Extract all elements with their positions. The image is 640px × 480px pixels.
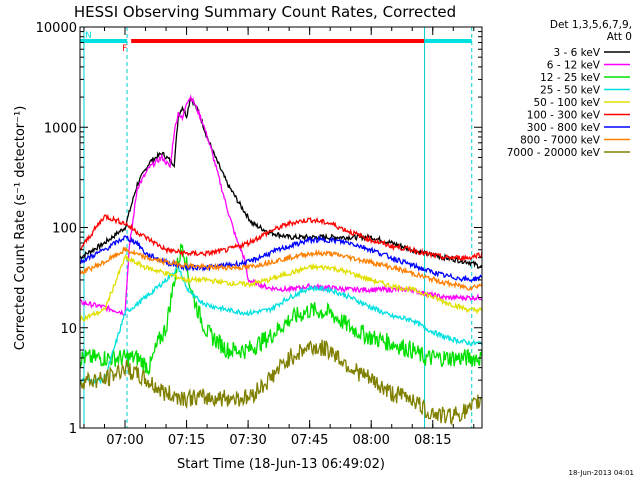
state-bar-label-1: F bbox=[122, 44, 127, 54]
x-tick-label-1: 07:15 bbox=[168, 433, 205, 448]
series-layer bbox=[79, 94, 483, 426]
y-tick-label-4: 10000 bbox=[36, 21, 77, 36]
chart-title: HESSI Observing Summary Count Rates, Cor… bbox=[74, 3, 456, 21]
x-tick-label-3: 07:45 bbox=[291, 433, 328, 448]
series-line-8 bbox=[79, 339, 483, 426]
x-tick-label-4: 08:00 bbox=[352, 433, 389, 448]
legend-label-1: 6 - 12 keV bbox=[547, 60, 601, 72]
y-tick-label-0: 1 bbox=[69, 422, 77, 437]
series-line-7 bbox=[79, 246, 483, 292]
series-line-5 bbox=[79, 213, 483, 262]
legend-label-8: 7000 - 20000 keV bbox=[507, 147, 601, 159]
series-line-3 bbox=[79, 263, 483, 385]
legend-header-detectors: Det 1,3,5,6,7,9, bbox=[550, 19, 632, 31]
y-tick-label-1: 10 bbox=[60, 322, 77, 337]
y-axis-label: Corrected Count Rate (s⁻¹ detector⁻¹) bbox=[13, 106, 28, 351]
legend-label-4: 50 - 100 keV bbox=[533, 97, 600, 109]
x-axis-ticks: 07:00 07:15 07:30 07:45 08:00 08:15 bbox=[83, 27, 475, 448]
x-tick-label-5: 08:15 bbox=[414, 433, 451, 448]
state-bar-label-0: N bbox=[85, 31, 92, 41]
plot-frame bbox=[79, 26, 483, 429]
series-line-0 bbox=[79, 97, 483, 269]
legend-label-5: 100 - 300 keV bbox=[527, 110, 601, 122]
legend-label-6: 300 - 800 keV bbox=[527, 122, 601, 134]
y-axis-ticks: 1 10 100 1000 10000 bbox=[36, 21, 482, 437]
y-tick-label-2: 100 bbox=[52, 222, 77, 237]
series-line-6 bbox=[79, 235, 483, 283]
y-tick-label-3: 1000 bbox=[44, 121, 77, 136]
series-line-2 bbox=[79, 243, 483, 376]
legend-label-2: 12 - 25 keV bbox=[540, 72, 601, 84]
footer-date: 18-Jun-2013 04:01 bbox=[569, 469, 635, 477]
x-axis-label: Start Time (18-Jun-13 06:49:02) bbox=[177, 457, 385, 472]
legend-label-3: 25 - 50 keV bbox=[540, 85, 601, 97]
legend-label-7: 800 - 7000 keV bbox=[520, 135, 601, 147]
x-tick-label-0: 07:00 bbox=[106, 433, 143, 448]
state-bars: NF bbox=[80, 31, 472, 54]
x-tick-label-2: 07:30 bbox=[229, 433, 266, 448]
series-line-1 bbox=[79, 94, 483, 317]
legend-label-0: 3 - 6 keV bbox=[553, 47, 600, 59]
legend-header-attenuator: Att 0 bbox=[607, 31, 632, 43]
series-line-4 bbox=[79, 253, 483, 322]
